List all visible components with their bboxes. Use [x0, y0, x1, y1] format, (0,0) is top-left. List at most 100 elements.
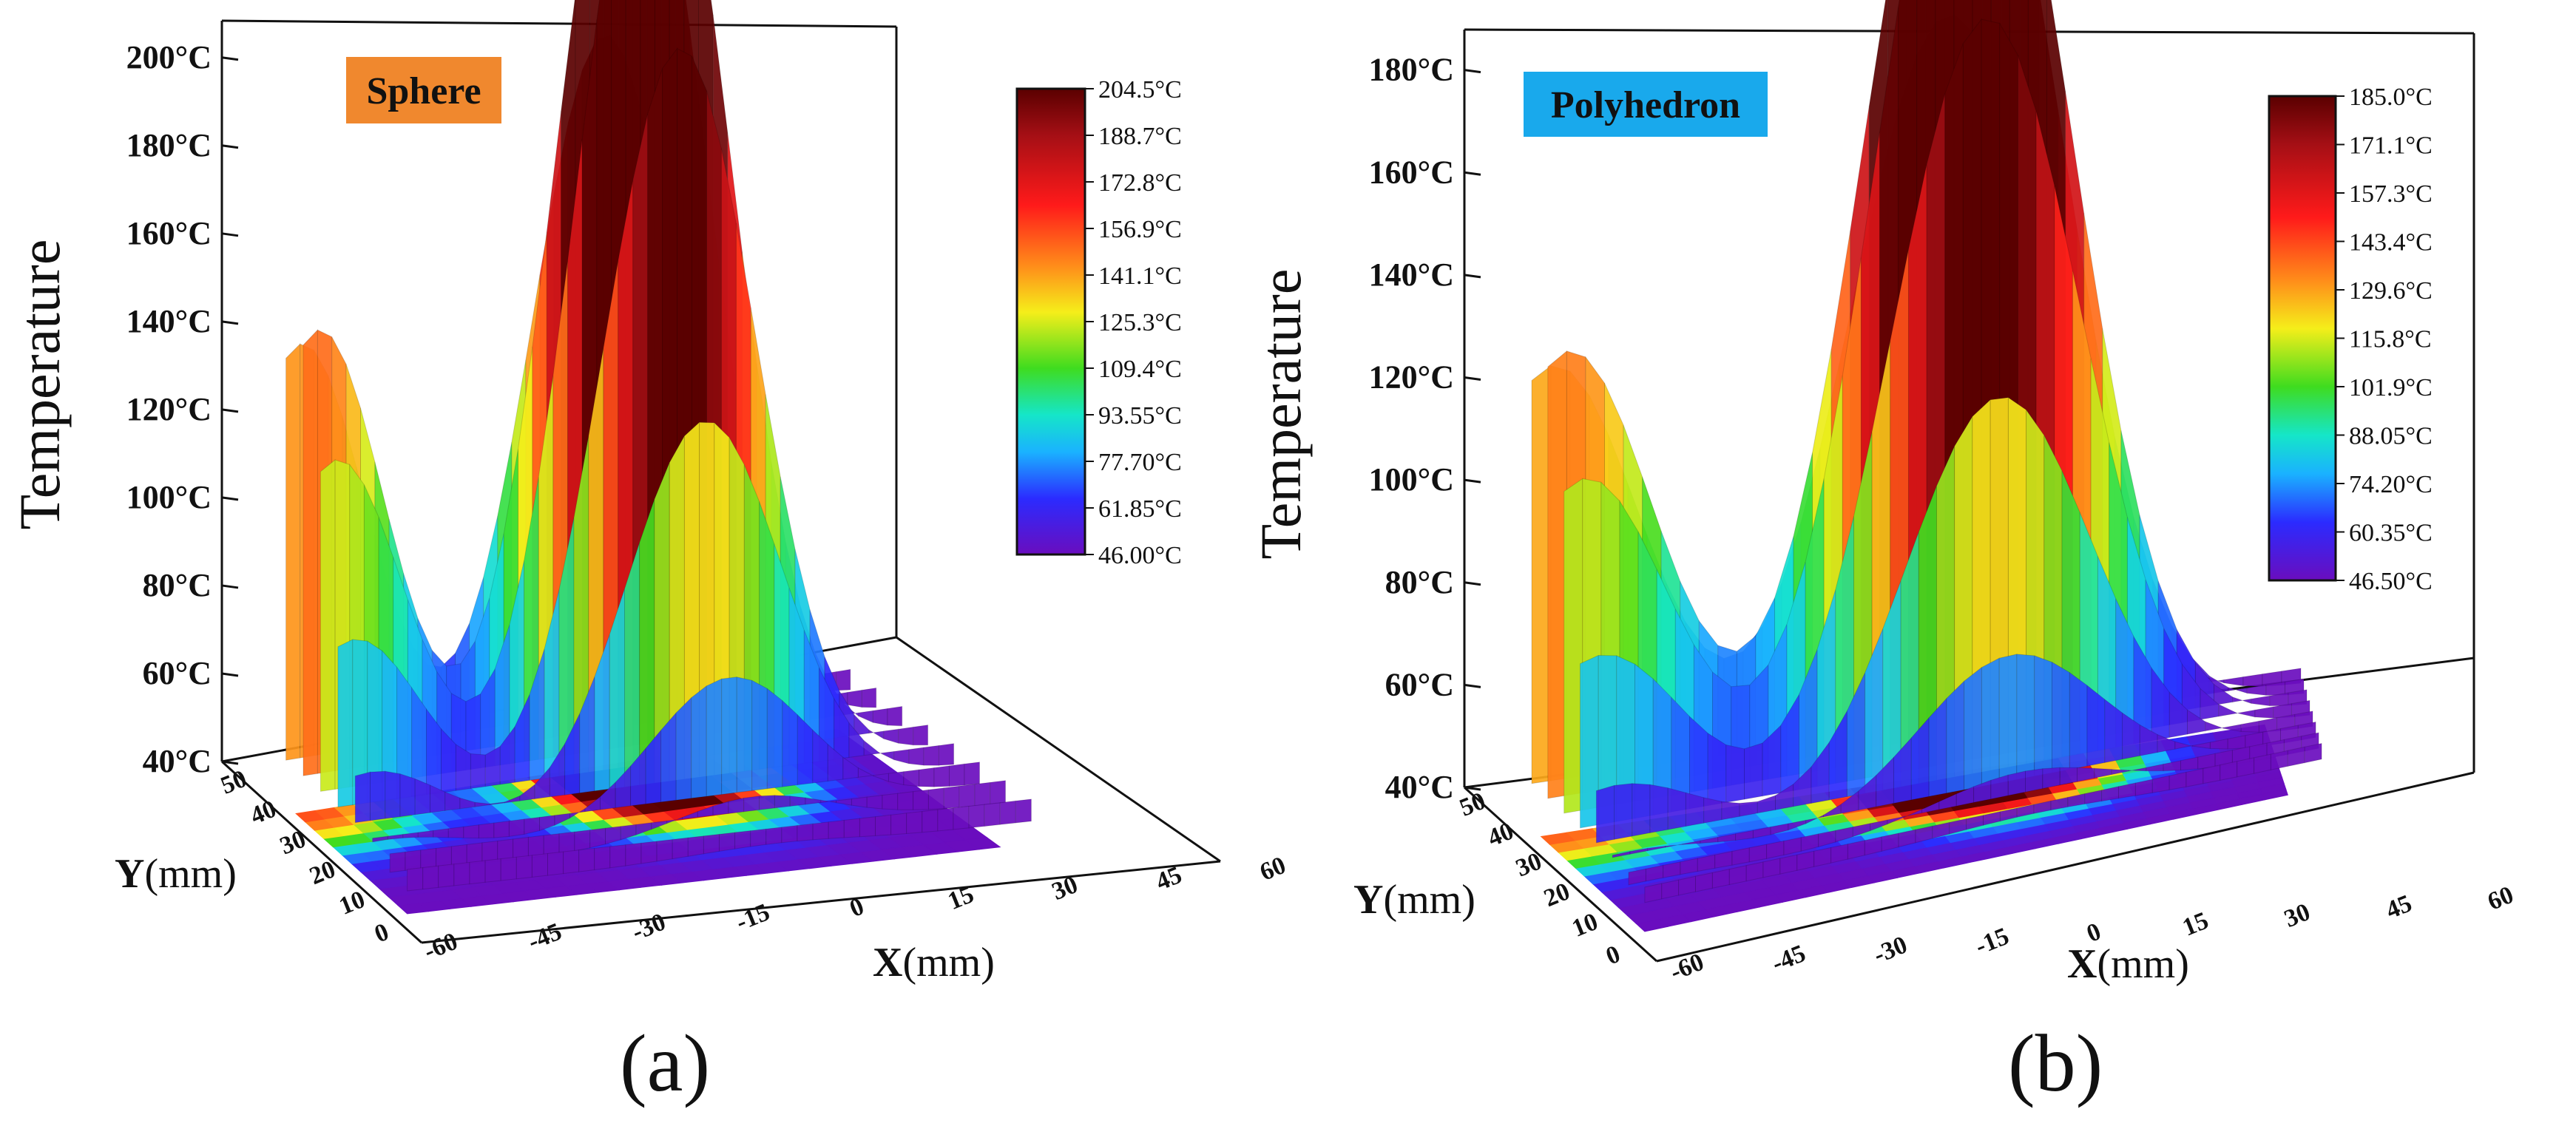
surface-facet — [450, 844, 467, 866]
surface-facet — [887, 705, 903, 727]
surface-facet — [1725, 744, 1745, 803]
surface-facet — [878, 750, 895, 761]
colorbar-label: 141.1°C — [1098, 262, 1182, 290]
z-tick-label: 180°C — [126, 127, 212, 163]
shape-badge — [346, 57, 501, 123]
x-axis-title: X(mm) — [873, 940, 995, 986]
z-tick-mark — [1464, 274, 1481, 279]
surface-facet — [703, 833, 720, 855]
z-tick-label: 60°C — [143, 655, 212, 691]
chart-panel-polyhedron: 40°C 60°C 80°C 100°C 120°C 140°C 160°C 180°C Tem… — [1248, 0, 2518, 987]
z-tick-label: 120°C — [126, 391, 212, 427]
surface-facet — [2254, 753, 2271, 774]
z-tick-label: 140°C — [126, 303, 212, 339]
z-tick-mark — [221, 584, 239, 589]
surface-facet — [906, 810, 923, 835]
x-tick-label: -15 — [732, 898, 774, 936]
colorbar-label: 101.9°C — [2349, 374, 2433, 401]
z-tick-mark — [1464, 581, 1481, 586]
surface-facet — [1813, 847, 1832, 867]
x-tick-label: -15 — [1972, 923, 2013, 960]
surface-facet — [625, 842, 642, 866]
surface-facet — [1015, 798, 1032, 824]
surface-facet — [882, 793, 899, 810]
colorbar-label: 61.85°C — [1098, 495, 1182, 523]
surface-facet — [672, 837, 689, 860]
z-tick-label: 100°C — [126, 479, 212, 515]
surface-facet — [927, 787, 944, 810]
colorbar-label: 60.35°C — [2349, 520, 2433, 547]
surface-facet — [1644, 883, 1663, 903]
colorbar-label: 46.00°C — [1098, 542, 1182, 569]
surface-facet — [861, 687, 877, 708]
surface-facet — [470, 753, 486, 790]
surface-facet — [766, 688, 783, 790]
surface-facet — [923, 745, 939, 766]
surface-facet — [405, 849, 422, 871]
surface-facet — [2042, 767, 2061, 790]
surface-facet — [1632, 783, 1651, 837]
colorbar-label: 77.70°C — [1098, 449, 1182, 476]
z-axis-title: Temperature — [7, 240, 72, 530]
colorbar-label: 88.05°C — [2349, 423, 2433, 450]
surface-facet — [478, 822, 495, 839]
z-tick-mark — [1464, 171, 1481, 176]
surface-facet — [656, 838, 673, 862]
surface-facet — [302, 329, 318, 776]
z-tick-mark — [1464, 683, 1481, 688]
y-tick-label: 50 — [217, 765, 250, 800]
surface-facet — [868, 729, 885, 740]
surface-facet — [414, 778, 430, 815]
z-tick-label: 140°C — [1369, 257, 1454, 293]
surface-facet — [959, 784, 976, 808]
surface-facet — [2251, 695, 2271, 707]
floor-right-edge — [896, 636, 1221, 863]
surface-facet — [990, 780, 1006, 805]
colorbar — [2268, 95, 2337, 582]
surface-facet — [508, 818, 525, 837]
shape-badge-label: Sphere — [366, 70, 481, 112]
surface-facet — [574, 830, 591, 852]
colorbar-label: 93.55°C — [1098, 402, 1182, 430]
z-tick-mark — [1464, 376, 1481, 381]
surface-facet — [851, 796, 868, 808]
surface-facet — [2069, 671, 2088, 770]
y-tick-label: 0 — [1602, 940, 1624, 971]
surface-facet — [1707, 732, 1727, 807]
surface-facet — [2270, 750, 2288, 770]
z-tick-label: 40°C — [1385, 769, 1454, 805]
surface-facet — [1964, 666, 1982, 790]
surface-facet — [463, 824, 479, 839]
surface-facet — [765, 827, 782, 845]
surface-facet — [913, 789, 929, 810]
y-axis-line — [220, 760, 423, 944]
colorbar-label: 204.5°C — [1098, 76, 1182, 104]
colorbar-label: 46.50°C — [2349, 568, 2433, 595]
surface-facet — [2220, 761, 2238, 781]
surface-facet — [2223, 676, 2244, 687]
surface-facet — [893, 749, 910, 764]
surface-facet — [751, 679, 768, 791]
y-axis-title: Y(mm) — [115, 851, 237, 897]
surface-facet — [774, 795, 791, 809]
surface-facet — [1728, 865, 1747, 886]
surface-facet — [2025, 768, 2043, 793]
z-tick-mark — [221, 408, 239, 413]
surface-facet — [999, 800, 1016, 825]
colorbar-label: 188.7°C — [1098, 123, 1182, 150]
surface-facet — [337, 639, 354, 808]
z-tick-label: 80°C — [143, 567, 212, 603]
z-tick-mark — [221, 760, 239, 765]
surface-facet — [675, 696, 692, 801]
surface-facet — [558, 831, 575, 855]
x-tick-label: -60 — [1666, 949, 1708, 986]
surface-facet — [1779, 854, 1798, 875]
surface-facet — [984, 802, 1001, 827]
surface-facet — [370, 770, 386, 821]
surface-facet — [1744, 742, 1763, 800]
z-tick-label: 40°C — [143, 743, 212, 779]
surface-facet — [594, 846, 611, 871]
colorbar — [1015, 87, 1086, 556]
z-tick-label: 80°C — [1385, 564, 1454, 600]
